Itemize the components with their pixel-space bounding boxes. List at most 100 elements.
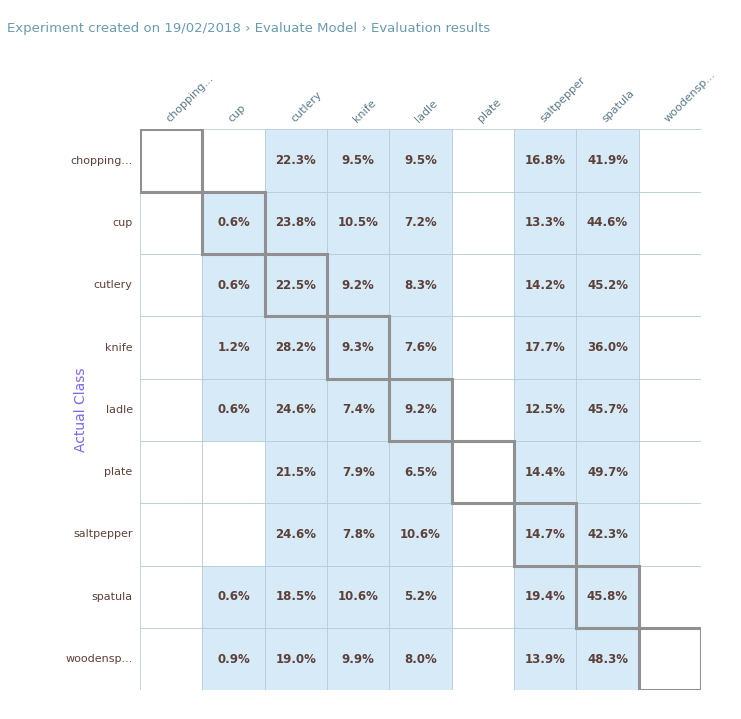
Text: 0.6%: 0.6% [217,279,250,292]
Text: 41.9%: 41.9% [587,154,628,167]
Text: 49.7%: 49.7% [587,466,628,479]
Text: ladle: ladle [413,99,439,124]
Text: knife: knife [105,342,133,352]
Text: 17.7%: 17.7% [525,341,565,354]
Bar [639,566,701,628]
Text: 24.6%: 24.6% [276,403,316,416]
Bar [639,192,701,254]
Bar [389,129,452,192]
Text: 14.2%: 14.2% [525,279,565,292]
Text: woodensp...: woodensp... [65,654,133,664]
Text: cup: cup [113,218,133,228]
Text: 7.9%: 7.9% [342,466,375,479]
Text: chopping...: chopping... [165,73,216,124]
Bar [452,254,514,316]
Bar [265,192,327,254]
Bar [327,254,389,316]
Bar [576,566,639,628]
Bar [514,316,576,379]
Bar [389,503,452,566]
Bar [389,254,452,316]
Bar [576,628,639,690]
Text: 22.5%: 22.5% [276,279,316,292]
Bar [576,316,639,379]
Bar [140,379,202,441]
Text: 0.6%: 0.6% [217,216,250,229]
Bar [452,503,514,566]
Bar [327,129,389,192]
Text: spatula: spatula [600,88,637,124]
Text: chopping...: chopping... [70,155,133,165]
Bar [514,503,576,566]
Text: 9.2%: 9.2% [404,403,437,416]
Text: 13.9%: 13.9% [525,653,565,666]
Text: 24.6%: 24.6% [276,528,316,541]
Bar [452,441,514,503]
Text: 45.8%: 45.8% [587,590,628,603]
Text: 10.6%: 10.6% [338,590,379,603]
Bar [327,503,389,566]
Text: 1.2%: 1.2% [217,341,250,354]
Bar [140,441,202,503]
Text: 21.5%: 21.5% [276,466,316,479]
Bar [576,503,639,566]
Bar [576,192,639,254]
Bar [265,316,327,379]
Text: 8.3%: 8.3% [404,279,437,292]
Bar [202,441,265,503]
Bar [327,192,389,254]
Bar [327,316,389,379]
Text: 0.9%: 0.9% [217,653,250,666]
Bar [514,628,576,690]
Bar [389,441,452,503]
Bar [202,254,265,316]
Bar [265,254,327,316]
Bar [327,566,389,628]
Bar [514,254,576,316]
Bar [389,379,452,441]
Text: 6.5%: 6.5% [404,466,437,479]
Bar [265,129,327,192]
Text: 44.6%: 44.6% [587,216,628,229]
Text: 13.3%: 13.3% [525,216,565,229]
Text: 18.5%: 18.5% [276,590,316,603]
Bar [452,628,514,690]
Bar [202,192,265,254]
Bar [327,379,389,441]
Bar [452,379,514,441]
Text: 45.7%: 45.7% [587,403,628,416]
Text: 9.9%: 9.9% [342,653,375,666]
Bar [140,254,202,316]
Text: 9.5%: 9.5% [404,154,437,167]
Text: 7.6%: 7.6% [404,341,437,354]
Text: Actual Class: Actual Class [74,367,88,452]
Text: 7.4%: 7.4% [342,403,375,416]
Bar [514,566,576,628]
Bar [639,628,701,690]
Bar [576,441,639,503]
Text: 14.7%: 14.7% [525,528,565,541]
Text: 9.2%: 9.2% [342,279,375,292]
Bar [389,316,452,379]
Text: knife: knife [351,98,378,124]
Text: 7.8%: 7.8% [342,528,375,541]
Text: 36.0%: 36.0% [587,341,628,354]
Bar [202,503,265,566]
Text: 9.5%: 9.5% [342,154,375,167]
Text: 0.6%: 0.6% [217,403,250,416]
Bar [576,129,639,192]
Bar [265,379,327,441]
Text: 42.3%: 42.3% [587,528,628,541]
Bar [140,503,202,566]
Text: 9.3%: 9.3% [342,341,375,354]
Bar [140,566,202,628]
Bar [140,628,202,690]
Bar [452,441,514,503]
Bar [514,379,576,441]
Bar [514,129,576,192]
Bar [452,129,514,192]
Text: spatula: spatula [91,592,133,602]
Bar [327,316,389,379]
Bar [202,316,265,379]
Bar [389,628,452,690]
